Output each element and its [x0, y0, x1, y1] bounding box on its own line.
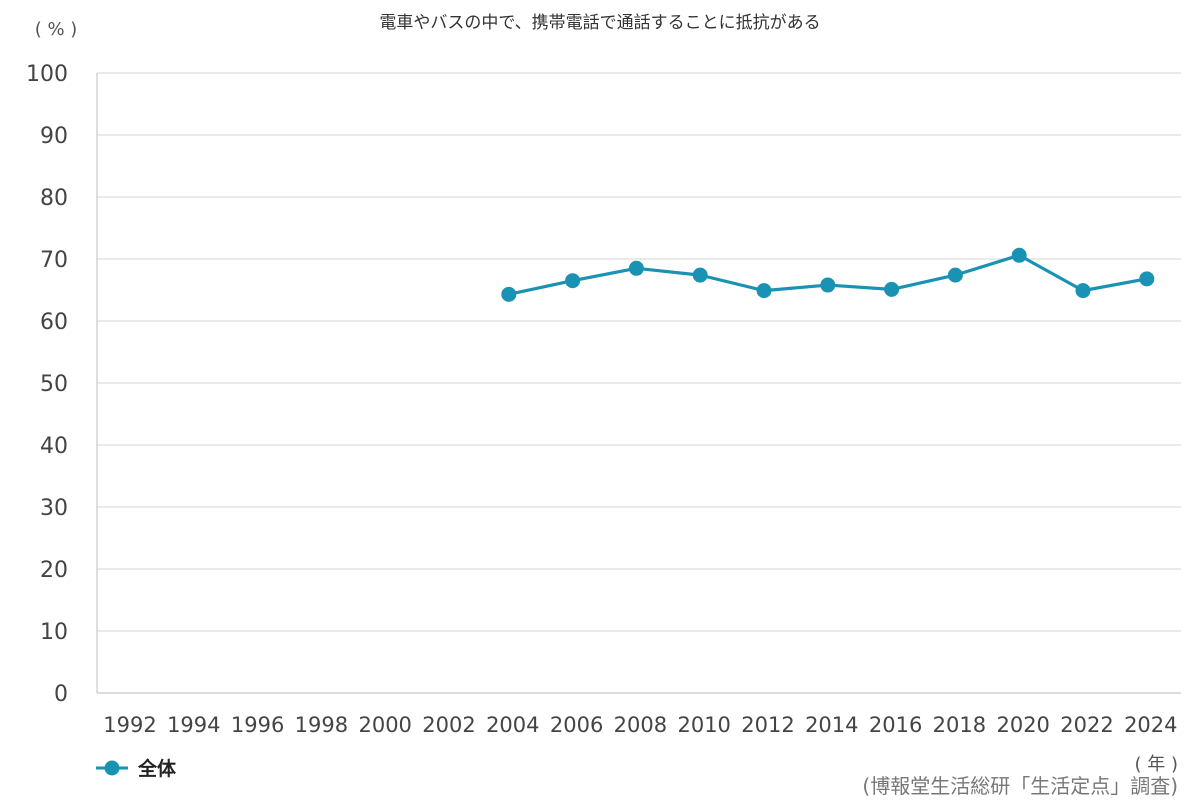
x-tick-label-2018: 2018: [933, 713, 986, 737]
x-tick-label-2014: 2014: [805, 713, 858, 737]
y-tick-label-40: 40: [40, 434, 68, 459]
data-point-2012: [756, 283, 772, 299]
x-tick-label-2008: 2008: [614, 713, 667, 737]
data-point-2020: [1011, 247, 1027, 263]
x-tick-label-1996: 1996: [231, 713, 284, 737]
y-tick-label-30: 30: [40, 496, 68, 521]
data-point-2008: [628, 260, 644, 276]
legend-point-marker: [104, 760, 120, 776]
y-tick-label-60: 60: [40, 310, 68, 335]
series-layer: [501, 247, 1155, 302]
y-tick-label-0: 0: [54, 682, 68, 707]
x-tick-label-2010: 2010: [677, 713, 730, 737]
x-tick-label-2022: 2022: [1060, 713, 1113, 737]
x-tick-label-1992: 1992: [103, 713, 156, 737]
data-point-2014: [820, 277, 836, 293]
x-tick-label-2012: 2012: [741, 713, 794, 737]
x-tick-label-2002: 2002: [422, 713, 475, 737]
data-point-2024: [1139, 271, 1155, 287]
x-tick-label-2024: 2024: [1124, 713, 1177, 737]
y-tick-label-10: 10: [40, 620, 68, 645]
legend: 全体: [96, 757, 177, 780]
data-point-2018: [947, 267, 963, 283]
data-point-2022: [1075, 283, 1091, 299]
data-point-2016: [884, 281, 900, 297]
data-point-2006: [565, 273, 581, 289]
x-tick-label-2006: 2006: [550, 713, 603, 737]
x-tick-label-2004: 2004: [486, 713, 539, 737]
y-tick-label-80: 80: [40, 186, 68, 211]
y-axis-unit-label: ( % ): [35, 19, 78, 40]
x-tick-label-1998: 1998: [295, 713, 348, 737]
chart-title: 電車やバスの中で、携帯電話で通話することに抵抗がある: [379, 13, 820, 33]
source-note: (博報堂生活総研「生活定点」調査): [862, 774, 1178, 798]
y-tick-label-50: 50: [40, 372, 68, 397]
x-tick-label-2000: 2000: [358, 713, 411, 737]
y-axis-ticks: 0 10 20 30 40 50 60 70 80 90 100: [26, 62, 68, 707]
y-tick-label-20: 20: [40, 558, 68, 583]
y-tick-label-70: 70: [40, 248, 68, 273]
x-tick-label-2016: 2016: [869, 713, 922, 737]
grid-lines: [96, 72, 1181, 694]
x-tick-label-2020: 2020: [996, 713, 1049, 737]
x-axis-unit-label: ( 年 ): [1135, 754, 1179, 775]
x-tick-label-1994: 1994: [167, 713, 220, 737]
y-tick-label-100: 100: [26, 62, 68, 87]
legend-label-overall: 全体: [137, 757, 177, 780]
x-axis-ticks: 1992 1994 1996 1998 2000 2002 2004 2006 2008 2010…: [103, 713, 1177, 737]
y-tick-label-90: 90: [40, 124, 68, 149]
data-point-2010: [692, 267, 708, 283]
data-point-2004: [501, 286, 517, 302]
